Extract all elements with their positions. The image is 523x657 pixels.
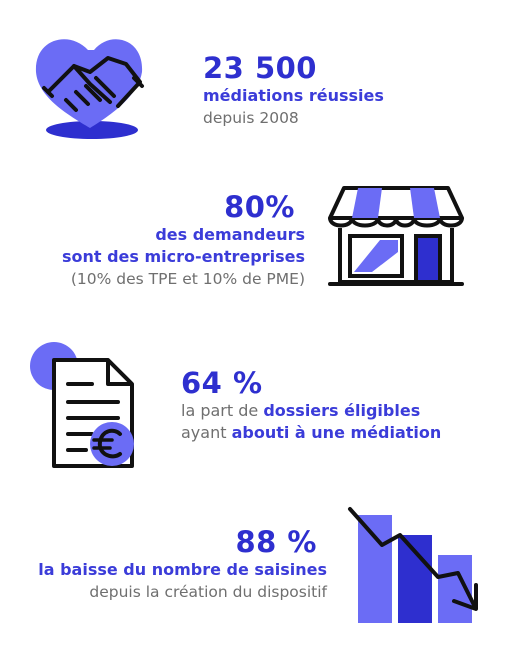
stat-3-text: 64 % la part de dossiers éligibles ayant… <box>181 366 441 444</box>
declining-bar-chart-icon <box>348 507 478 623</box>
stat-3-line-2-strong: abouti à une médiation <box>231 423 442 442</box>
stat-3-line-1-strong: dossiers éligibles <box>263 401 421 420</box>
handshake-heart-icon <box>35 39 144 139</box>
stat-3-line-2-pre: ayant <box>181 423 232 442</box>
stat-2-text: 80% des demandeurs sont des micro-entrep… <box>62 190 305 290</box>
stat-1-text: 23 500 médiations réussies depuis 2008 <box>203 51 384 129</box>
stat-1-value: 23 500 <box>203 51 317 85</box>
stat-1-label: médiations réussies <box>203 86 384 105</box>
stat-4-value: 88 % <box>235 525 317 559</box>
stat-2-label: des demandeurs <box>155 225 305 244</box>
stat-4-text: 88 % la baisse du nombre de saisines dep… <box>38 525 327 603</box>
stat-1-sublabel: depuis 2008 <box>203 109 299 127</box>
euro-document-icon <box>30 342 134 468</box>
stat-4-label: la baisse du nombre de saisines <box>38 560 327 579</box>
stat-3-line-1: la part de dossiers éligibles <box>181 400 441 422</box>
storefront-icon <box>328 186 464 286</box>
stat-3-value: 64 % <box>181 366 263 400</box>
stat-2-note: (10% des TPE et 10% de PME) <box>70 270 305 288</box>
stat-2-label-2: sont des micro-entreprises <box>61 247 305 266</box>
stat-2-value: 80% <box>224 190 295 224</box>
stat-3-line-2: ayant abouti à une médiation <box>181 422 441 444</box>
stat-3-line-1-pre: la part de <box>181 401 264 420</box>
stat-4-sublabel: depuis la création du dispositif <box>89 583 327 601</box>
